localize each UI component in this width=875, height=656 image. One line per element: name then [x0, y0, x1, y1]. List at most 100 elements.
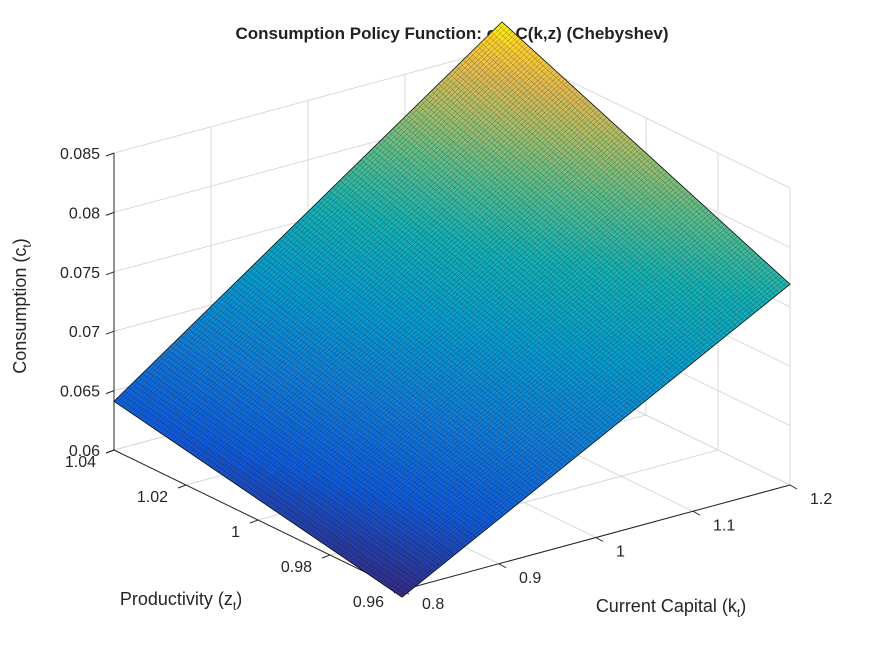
mesh-line-z — [197, 98, 586, 459]
x-tick-label: 0.8 — [422, 596, 444, 613]
mesh-line-z — [310, 200, 699, 535]
z-axis-label-sub: t — [20, 244, 34, 248]
mesh-line-z — [163, 67, 552, 436]
y-tick-label: 1 — [231, 524, 240, 541]
mesh-line-z — [328, 217, 717, 548]
mesh-line-z — [336, 224, 725, 553]
surface — [113, 21, 791, 598]
y-axis-label-close: ) — [236, 589, 242, 609]
mesh-line-z — [299, 191, 689, 528]
mesh-line-z — [231, 129, 620, 482]
mesh-line-z — [179, 81, 568, 446]
x-axis-label-sub: t — [737, 606, 741, 620]
mesh-line-z — [346, 233, 736, 560]
mesh-line-z — [221, 119, 610, 475]
mesh-line-z — [339, 226, 728, 555]
mesh-line-z — [129, 36, 518, 413]
mesh-line-z — [344, 231, 733, 559]
mesh-line-z — [365, 250, 754, 573]
mesh-line-z — [273, 167, 662, 511]
mesh-line-z — [315, 205, 704, 539]
mesh-line-z — [260, 155, 649, 502]
mesh-line-z — [223, 121, 613, 477]
mesh-line-z — [284, 176, 673, 518]
mesh-line-z — [184, 86, 573, 450]
x-axis-label-main: Current Capital (k — [596, 596, 738, 616]
mesh-line-z — [168, 71, 558, 439]
mesh-line-z — [323, 212, 712, 544]
x-tick-label: 1 — [616, 544, 625, 561]
mesh-line-z — [312, 202, 702, 537]
mesh-line-z — [357, 243, 746, 568]
y-tick-label: 0.96 — [353, 594, 384, 611]
z-tick-mark — [105, 152, 115, 157]
mesh-line-z — [380, 264, 770, 584]
mesh-line-z — [147, 52, 537, 425]
mesh-line-z — [145, 50, 534, 423]
y-tick-label: 1.02 — [137, 489, 168, 506]
mesh-line-z — [226, 124, 615, 479]
z-tick-mark — [105, 271, 115, 276]
mesh-line-z — [325, 214, 715, 546]
mesh-line-z — [244, 140, 634, 491]
z-tick-label: 0.07 — [69, 324, 100, 341]
mesh-line-z — [140, 45, 529, 420]
mesh-line-z — [320, 210, 709, 543]
mesh-line-z — [304, 195, 694, 532]
y-axis-label-sub: t — [233, 599, 237, 613]
mesh-line-z — [341, 229, 730, 557]
mesh-line-z — [160, 64, 550, 434]
mesh-line-z — [187, 88, 576, 452]
mesh-line-z — [218, 117, 607, 473]
x-tick-label: 0.9 — [519, 570, 541, 587]
mesh-line-z — [378, 262, 767, 582]
y-tick-mark — [321, 554, 331, 559]
mesh-line-z — [396, 279, 785, 594]
z-axis-label: Consumption (ct) — [10, 238, 34, 373]
mesh-line-z — [208, 107, 597, 466]
mesh-line-z — [142, 47, 531, 422]
mesh-line-z — [192, 93, 581, 455]
mesh-line-z — [291, 183, 681, 523]
mesh-line-z — [124, 31, 513, 409]
x-tick-mark — [789, 484, 798, 490]
mesh-line-z — [257, 152, 647, 500]
z-tick-label: 0.065 — [60, 384, 100, 401]
z-tick-label: 0.06 — [69, 443, 100, 460]
mesh-line-z — [189, 90, 579, 454]
mesh-line-z — [276, 169, 665, 512]
mesh-line-z — [354, 241, 744, 566]
mesh-line-z — [249, 145, 639, 495]
mesh-line-z — [210, 109, 600, 468]
mesh-line-z — [126, 33, 516, 411]
mesh-line-z — [215, 114, 605, 471]
mesh-line-z — [132, 38, 521, 414]
mesh-line-z — [386, 269, 775, 587]
mesh-line-z — [134, 40, 524, 416]
z-axis-label-close: ) — [10, 238, 30, 244]
z-tick-label: 0.08 — [69, 205, 100, 222]
mesh-line-z — [153, 57, 542, 429]
z-axis-label-main: Consumption (c — [10, 248, 30, 374]
z-tick-label: 0.075 — [60, 265, 100, 282]
mesh-line-z — [370, 255, 759, 576]
mesh-line-z — [297, 188, 686, 527]
mesh-line-z — [375, 260, 764, 580]
chart-title: Consumption Policy Function: c = C(k,z) … — [235, 24, 668, 43]
mesh-line-z — [302, 193, 691, 530]
mesh-line-z — [202, 102, 592, 462]
mesh-line-z — [171, 74, 560, 441]
mesh-line-z — [263, 157, 652, 503]
mesh-line-z — [229, 126, 618, 480]
mesh-line-z — [399, 281, 788, 596]
x-tick-label: 1.2 — [810, 491, 832, 508]
mesh-line-z — [331, 219, 720, 550]
mesh-line-z — [294, 186, 683, 525]
y-tick-mark — [249, 519, 259, 524]
mesh-line-z — [116, 24, 505, 404]
y-axis-label-main: Productivity (z — [120, 589, 233, 609]
mesh-line-z — [307, 198, 696, 534]
mesh-line-z — [200, 100, 589, 461]
mesh-line-z — [242, 138, 631, 489]
mesh-line-z — [252, 148, 641, 496]
